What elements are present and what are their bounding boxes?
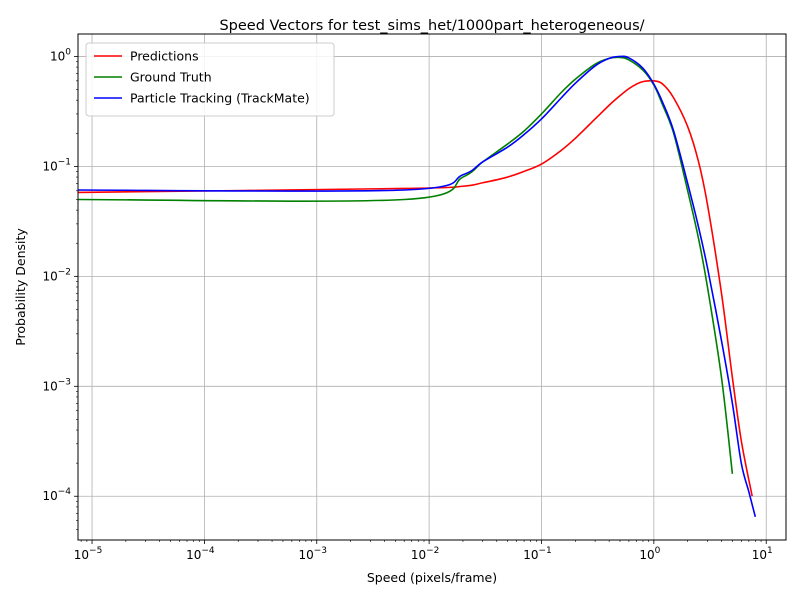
x-tick-label: 10−2 bbox=[411, 546, 440, 562]
legend: Predictions Ground Truth Particle Tracking… bbox=[85, 42, 335, 117]
x-axis-ticks: 10−5 10−4 10−3 10−2 10−1 100 101 bbox=[74, 540, 773, 562]
y-axis-label: Probability Density bbox=[13, 228, 28, 346]
y-tick-label: 10−1 bbox=[42, 157, 71, 173]
y-axis-ticks: 10−4 10−3 10−2 10−1 100 bbox=[42, 47, 78, 530]
y-tick-label: 100 bbox=[50, 47, 71, 63]
legend-entry-label: Particle Tracking (TrackMate) bbox=[130, 91, 310, 106]
series-lines bbox=[77, 55, 757, 518]
x-tick-label: 10−1 bbox=[523, 546, 552, 562]
legend-entry-label: Predictions bbox=[130, 49, 199, 64]
legend-box bbox=[85, 42, 335, 117]
series-line-particle-tracking-trackmate bbox=[77, 55, 757, 518]
x-tick-label: 100 bbox=[639, 546, 660, 562]
grid bbox=[78, 34, 786, 540]
x-tick-label: 10−5 bbox=[74, 546, 103, 562]
x-axis-label: Speed (pixels/frame) bbox=[367, 570, 497, 585]
y-tick-label: 10−2 bbox=[42, 267, 71, 283]
chart-title: Speed Vectors for test_sims_het/1000part… bbox=[219, 18, 644, 34]
x-tick-label: 101 bbox=[752, 546, 773, 562]
y-tick-label: 10−3 bbox=[42, 377, 71, 393]
legend-entry-label: Ground Truth bbox=[130, 70, 212, 85]
x-tick-label: 10−4 bbox=[186, 546, 215, 562]
x-tick-label: 10−3 bbox=[298, 546, 327, 562]
y-tick-label: 10−4 bbox=[42, 487, 71, 503]
series-line-predictions bbox=[77, 79, 753, 497]
